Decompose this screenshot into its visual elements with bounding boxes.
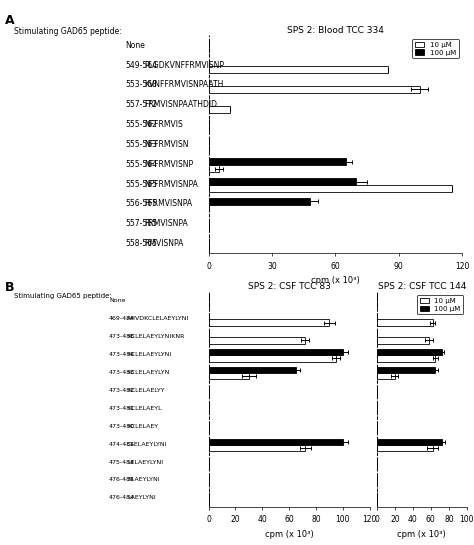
Bar bbox=[377, 439, 442, 445]
Bar bbox=[209, 367, 296, 373]
Text: None: None bbox=[109, 298, 126, 303]
Text: 555-563: 555-563 bbox=[126, 140, 158, 149]
Text: None: None bbox=[126, 41, 146, 50]
Text: 473-483: 473-483 bbox=[109, 370, 135, 375]
Text: A: A bbox=[5, 14, 14, 27]
Text: KCLELAELYY: KCLELAELYY bbox=[127, 387, 164, 393]
Text: NFFRMVIS: NFFRMVIS bbox=[145, 120, 183, 129]
Text: FFRMVISNPA: FFRMVISNPA bbox=[145, 199, 193, 208]
Text: 555-564: 555-564 bbox=[126, 160, 158, 169]
Bar bbox=[377, 367, 435, 373]
Text: KCLELAEYLYNI: KCLELAEYLYNI bbox=[127, 352, 171, 357]
Title: SPS 2: CSF TCC 144: SPS 2: CSF TCC 144 bbox=[378, 282, 466, 291]
Text: NFFRMVISN: NFFRMVISN bbox=[145, 140, 189, 149]
Bar bbox=[209, 185, 452, 192]
Text: Stimulating GAD65 peptide:: Stimulating GAD65 peptide: bbox=[14, 27, 122, 37]
Text: 555-565: 555-565 bbox=[126, 179, 158, 189]
Text: RMVISNPA: RMVISNPA bbox=[145, 239, 184, 248]
Bar bbox=[209, 337, 305, 343]
Text: NFFRMVISNPA: NFFRMVISNPA bbox=[145, 179, 199, 189]
Text: 473-484: 473-484 bbox=[109, 352, 135, 357]
Text: FRMVISNPA: FRMVISNPA bbox=[145, 219, 188, 228]
Legend: 10 μM, 100 μM: 10 μM, 100 μM bbox=[412, 39, 459, 58]
Text: 475-484: 475-484 bbox=[109, 459, 135, 464]
Bar bbox=[377, 349, 442, 355]
Text: 473-488: 473-488 bbox=[109, 334, 135, 339]
Text: KCLELAEYL: KCLELAEYL bbox=[127, 405, 162, 411]
Text: Stimulating GAD65 peptide:: Stimulating GAD65 peptide: bbox=[14, 293, 112, 299]
Text: 556-565: 556-565 bbox=[126, 199, 158, 208]
Bar bbox=[377, 319, 433, 326]
Bar bbox=[377, 373, 395, 379]
Bar bbox=[209, 178, 356, 185]
Bar bbox=[209, 445, 305, 451]
Text: 473-482: 473-482 bbox=[109, 387, 135, 393]
Text: KCLELAEYLYNIKNR: KCLELAEYLYNIKNR bbox=[127, 334, 184, 339]
Text: 469-484: 469-484 bbox=[109, 316, 135, 321]
Bar bbox=[209, 66, 388, 73]
Text: ELAEYLYNI: ELAEYLYNI bbox=[127, 477, 160, 482]
Bar bbox=[377, 337, 429, 343]
Text: 558-565: 558-565 bbox=[126, 239, 157, 248]
Text: KCLELAEYLYN: KCLELAEYLYN bbox=[127, 370, 169, 375]
Text: PLGDKVNFFRMVISNP: PLGDKVNFFRMVISNP bbox=[145, 60, 225, 70]
Text: KVNFFRMVISNPAATH: KVNFFRMVISNPAATH bbox=[145, 81, 224, 89]
Text: 553-568: 553-568 bbox=[126, 81, 157, 89]
Title: SPS 2: Blood TCC 334: SPS 2: Blood TCC 334 bbox=[287, 26, 384, 35]
Bar bbox=[377, 445, 433, 451]
Text: 557-572: 557-572 bbox=[126, 100, 157, 110]
Bar bbox=[209, 349, 343, 355]
Text: 476-484: 476-484 bbox=[109, 495, 135, 500]
Text: 473-481: 473-481 bbox=[109, 405, 135, 411]
Text: LAEYLYNI: LAEYLYNI bbox=[127, 495, 156, 500]
Bar bbox=[209, 86, 420, 93]
X-axis label: cpm (x 10³): cpm (x 10³) bbox=[311, 276, 360, 286]
Bar bbox=[209, 106, 230, 113]
Bar bbox=[209, 355, 336, 361]
Text: LELAEYLYNI: LELAEYLYNI bbox=[127, 459, 163, 464]
Title: SPS 2: CSF TCC 83: SPS 2: CSF TCC 83 bbox=[248, 282, 330, 291]
X-axis label: cpm (x 10³): cpm (x 10³) bbox=[265, 530, 313, 539]
Text: FRMVISNPAATHDID: FRMVISNPAATHDID bbox=[145, 100, 218, 110]
Text: 549-564: 549-564 bbox=[126, 60, 158, 70]
Bar bbox=[209, 439, 343, 445]
Bar bbox=[209, 158, 346, 165]
Text: 473-480: 473-480 bbox=[109, 423, 135, 428]
Legend: 10 μM, 100 μM: 10 μM, 100 μM bbox=[417, 295, 464, 314]
Text: 557-565: 557-565 bbox=[126, 219, 158, 228]
Text: B: B bbox=[5, 281, 14, 294]
Text: 474-484: 474-484 bbox=[109, 441, 135, 446]
Text: AHVDKCLELAEYLYNI: AHVDKCLELAEYLYNI bbox=[127, 316, 190, 321]
Bar bbox=[209, 165, 219, 172]
Bar bbox=[209, 319, 329, 326]
X-axis label: cpm (x 10³): cpm (x 10³) bbox=[398, 530, 446, 539]
Text: 476-484: 476-484 bbox=[109, 477, 135, 482]
Bar bbox=[209, 198, 310, 205]
Text: NFFRMVISNP: NFFRMVISNP bbox=[145, 160, 194, 169]
Text: CLELAEYLYNI: CLELAEYLYNI bbox=[127, 441, 167, 446]
Text: 555-562: 555-562 bbox=[126, 120, 157, 129]
Bar bbox=[377, 355, 435, 361]
Text: KCLELAEY: KCLELAEY bbox=[127, 423, 158, 428]
Bar bbox=[209, 373, 249, 379]
